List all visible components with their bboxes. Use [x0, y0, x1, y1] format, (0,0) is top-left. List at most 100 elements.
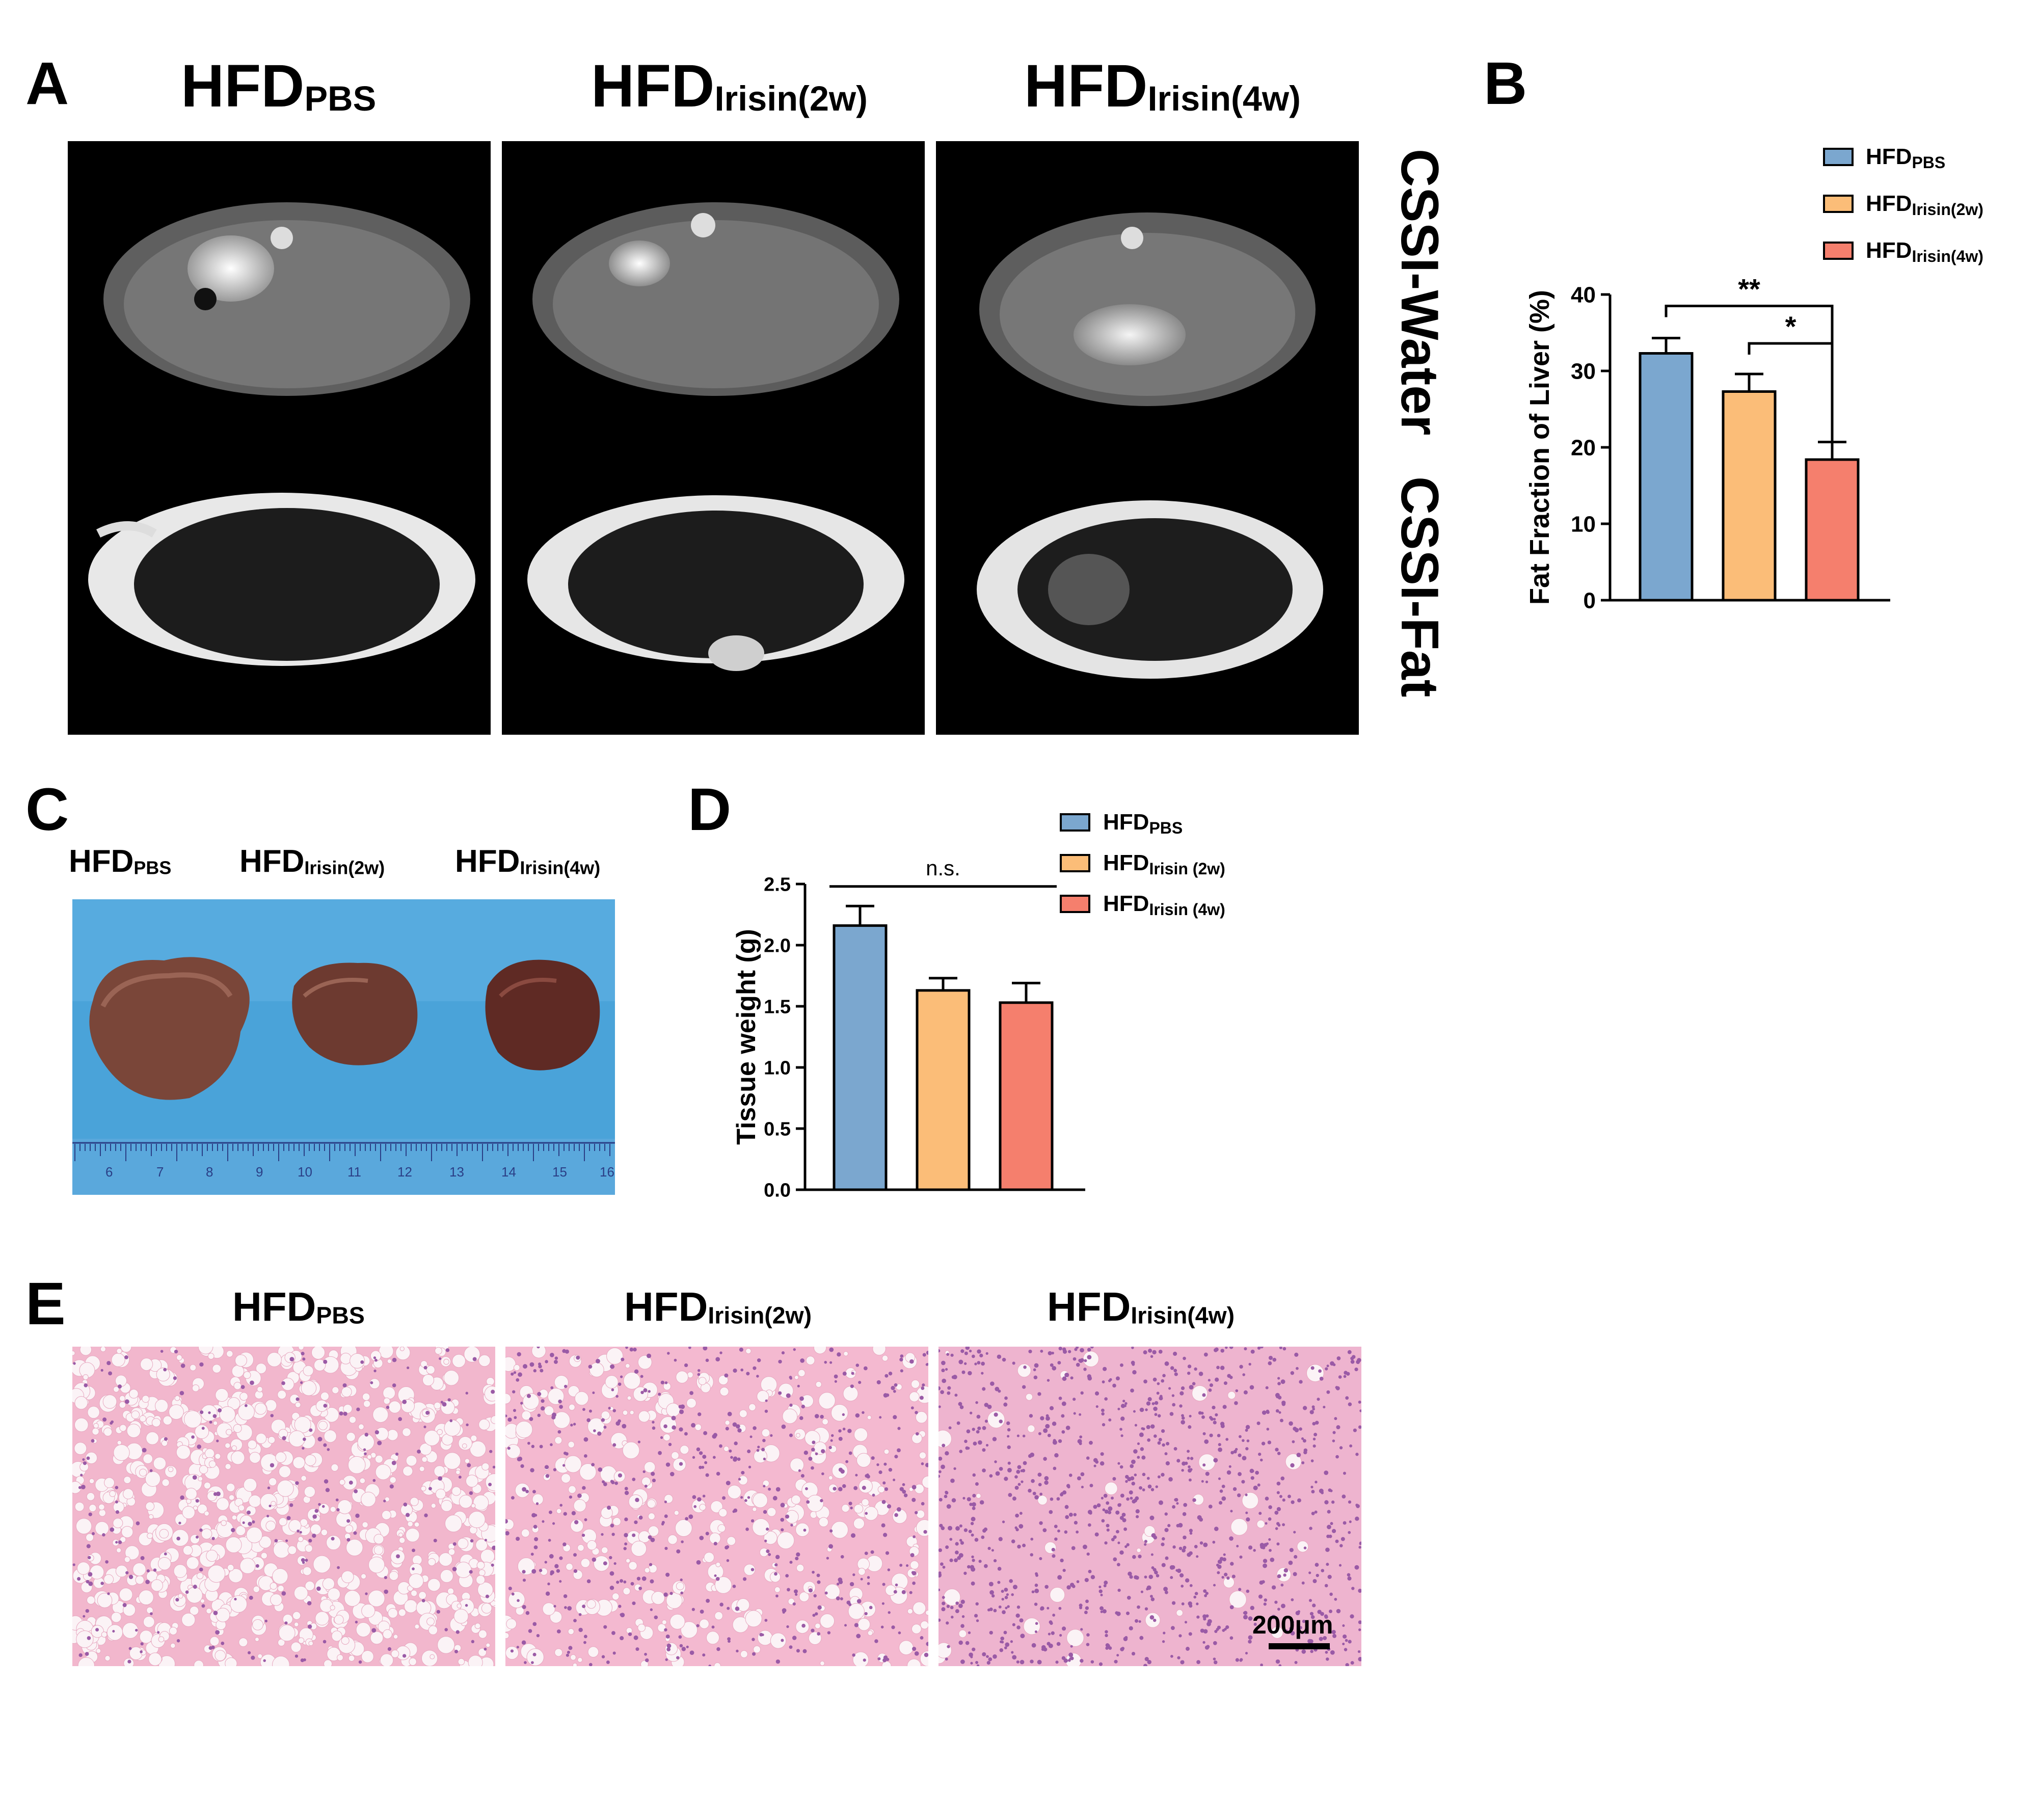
lipid-vacuole [267, 1436, 276, 1444]
cell-nucleus [674, 1358, 677, 1362]
cell-nucleus [785, 1514, 790, 1519]
cell-nucleus [1228, 1465, 1231, 1468]
cell-nucleus [1156, 1574, 1160, 1577]
y-tick-label: 1.0 [764, 1057, 791, 1079]
cell-nucleus [1146, 1477, 1150, 1480]
lipid-vacuole [277, 1390, 287, 1400]
lipid-vacuole [237, 1403, 255, 1421]
cell-nucleus [948, 1426, 952, 1430]
cell-nucleus [301, 1558, 305, 1562]
lipid-vacuole [143, 1616, 155, 1628]
lipid-vacuole [330, 1506, 336, 1513]
lipid-vacuole [123, 1488, 134, 1500]
cell-nucleus [693, 1505, 697, 1508]
cell-nucleus [945, 1368, 948, 1371]
cell-nucleus [558, 1399, 562, 1404]
cell-nucleus [563, 1594, 568, 1598]
lipid-vacuole [451, 1486, 461, 1496]
cell-nucleus [1146, 1401, 1151, 1406]
cell-nucleus [289, 1503, 293, 1507]
cell-nucleus [1268, 1505, 1272, 1509]
cell-nucleus [1033, 1375, 1038, 1380]
cell-nucleus [1248, 1545, 1253, 1550]
lipid-vacuole [247, 1439, 257, 1450]
title-main: HFD [232, 1284, 316, 1329]
cell-nucleus [1090, 1660, 1094, 1664]
cell-nucleus [1342, 1624, 1345, 1627]
lipid-vacuole [1136, 1547, 1141, 1553]
cell-nucleus [1021, 1480, 1024, 1483]
lipid-vacuole [574, 1391, 589, 1406]
cell-nucleus [373, 1369, 377, 1373]
cell-nucleus [947, 1645, 950, 1648]
cell-nucleus [847, 1429, 852, 1433]
cell-nucleus [267, 1486, 271, 1489]
cell-nucleus [941, 1607, 946, 1612]
cell-nucleus [1147, 1397, 1152, 1402]
cell-nucleus [945, 1545, 949, 1549]
cell-nucleus [842, 1413, 845, 1416]
lipid-vacuole [225, 1442, 231, 1449]
cell-nucleus [958, 1402, 962, 1406]
y-axis-label: Tissue weight (g) [732, 929, 761, 1145]
cell-nucleus [1197, 1515, 1202, 1520]
cell-nucleus [1014, 1485, 1019, 1490]
cell-nucleus [1216, 1563, 1219, 1567]
cell-nucleus [863, 1658, 866, 1662]
cell-nucleus [821, 1472, 824, 1476]
cell-nucleus [553, 1359, 558, 1364]
cell-nucleus [1202, 1432, 1206, 1435]
cell-nucleus [963, 1571, 967, 1575]
cell-nucleus [797, 1384, 800, 1388]
cell-nucleus [1123, 1637, 1128, 1641]
cell-nucleus [846, 1600, 851, 1605]
cell-nucleus [247, 1510, 251, 1515]
lipid-vacuole [420, 1486, 426, 1491]
cell-nucleus [975, 1661, 978, 1664]
significance-label: ** [1738, 273, 1760, 305]
cell-nucleus [922, 1383, 925, 1387]
cell-nucleus [1183, 1545, 1187, 1549]
cell-nucleus [891, 1625, 895, 1629]
cell-nucleus [86, 1544, 91, 1548]
cell-nucleus [1192, 1498, 1196, 1502]
lipid-vacuole [119, 1424, 127, 1432]
cell-nucleus [802, 1649, 807, 1653]
cell-nucleus [1068, 1652, 1074, 1657]
lipid-vacuole [182, 1545, 193, 1556]
cell-nucleus [1310, 1366, 1315, 1370]
cell-nucleus [1232, 1487, 1237, 1491]
cell-nucleus [1118, 1503, 1121, 1506]
cell-nucleus [612, 1443, 616, 1447]
lipid-vacuole [209, 1636, 220, 1646]
cell-nucleus [491, 1563, 494, 1567]
cell-nucleus [959, 1524, 962, 1528]
cell-nucleus [1350, 1614, 1354, 1619]
cell-nucleus [550, 1353, 554, 1357]
cell-nucleus [750, 1568, 755, 1571]
lipid-vacuole [254, 1637, 259, 1642]
cell-nucleus [975, 1401, 978, 1404]
cell-nucleus [959, 1405, 964, 1409]
cell-nucleus [281, 1381, 285, 1385]
cell-nucleus [1257, 1483, 1261, 1487]
lipid-vacuole [745, 1610, 762, 1627]
cell-nucleus [1111, 1538, 1115, 1542]
lipid-vacuole [414, 1624, 420, 1629]
cell-nucleus [688, 1347, 691, 1349]
lipid-vacuole [1229, 1590, 1247, 1609]
lipid-vacuole [86, 1492, 95, 1501]
cell-nucleus [998, 1389, 1001, 1393]
cell-nucleus [1037, 1473, 1042, 1477]
lipid-vacuole [424, 1430, 440, 1446]
lipid-vacuole [820, 1661, 825, 1666]
cell-nucleus [1077, 1439, 1082, 1444]
cell-nucleus [1205, 1480, 1209, 1484]
cell-nucleus [536, 1634, 540, 1638]
lipid-vacuole [287, 1545, 297, 1555]
cell-nucleus [302, 1561, 305, 1564]
cell-nucleus [1260, 1663, 1264, 1666]
cell-nucleus [1012, 1496, 1016, 1501]
lipid-vacuole [464, 1347, 480, 1362]
